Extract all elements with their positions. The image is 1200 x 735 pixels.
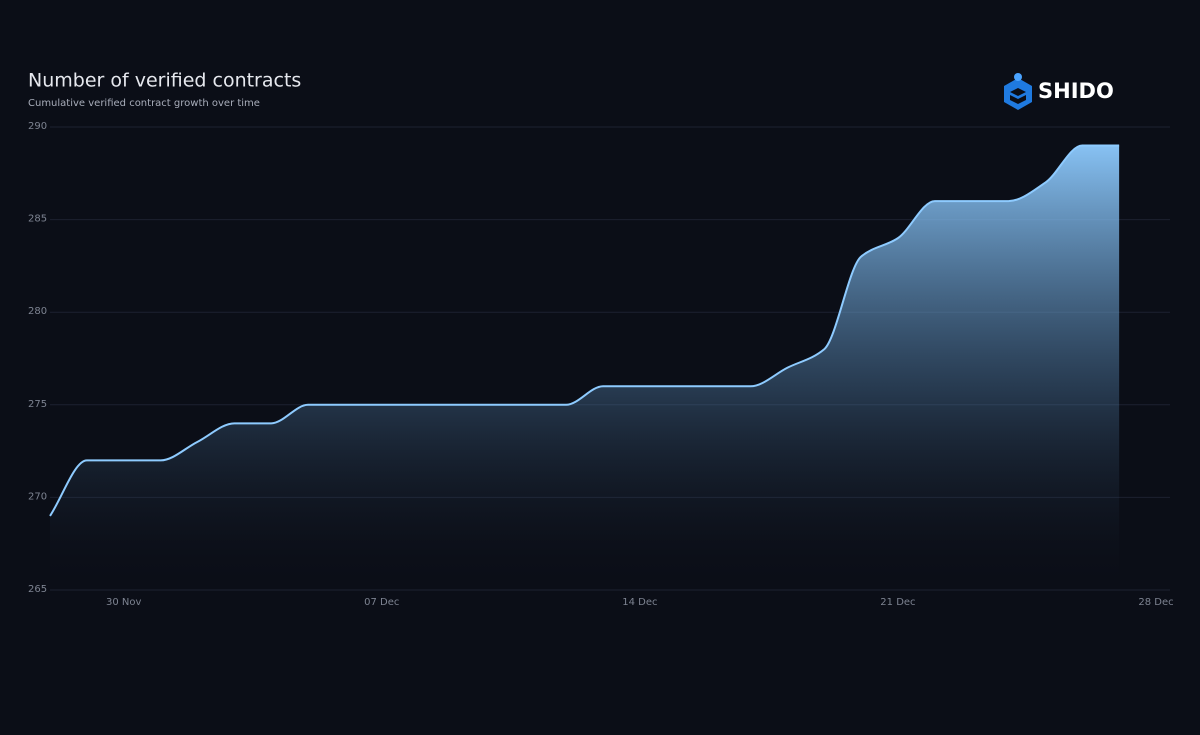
y-tick-label: 290 [28, 121, 47, 132]
area-line [49, 144, 1120, 517]
y-tick-label: 280 [28, 306, 47, 317]
x-tick-label: 28 Dec [1138, 597, 1173, 608]
chart-title: Number of verified contracts [28, 70, 301, 92]
x-tick-label: 30 Nov [106, 597, 142, 608]
y-tick-label: 265 [28, 584, 47, 595]
y-tick-label: 275 [28, 399, 47, 410]
y-tick-label: 270 [28, 491, 47, 502]
x-tick-label: 07 Dec [364, 597, 399, 608]
y-tick-label: 285 [28, 214, 47, 225]
logo-text: SHIDO [1038, 79, 1114, 103]
logo: SHIDO [1004, 73, 1114, 110]
area-fill [50, 145, 1120, 590]
x-tick-label: 14 Dec [622, 597, 657, 608]
x-tick-label: 21 Dec [880, 597, 915, 608]
chart-subtitle: Cumulative verified contract growth over… [28, 98, 260, 109]
